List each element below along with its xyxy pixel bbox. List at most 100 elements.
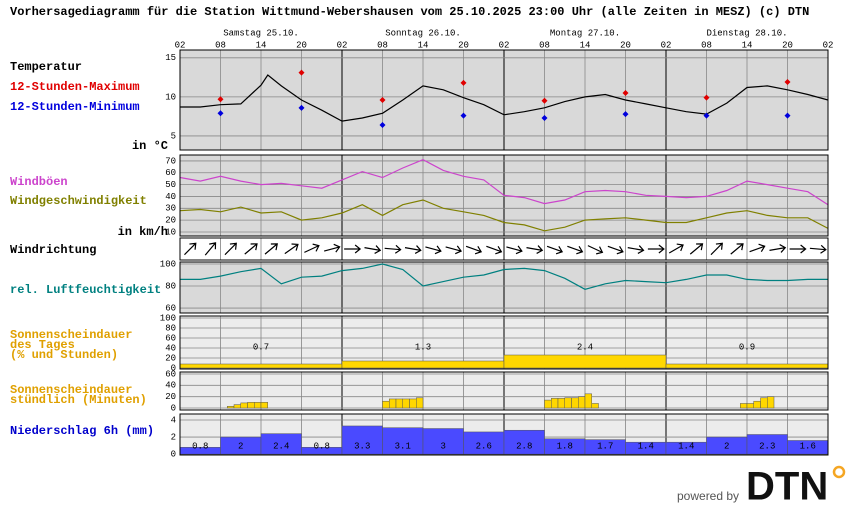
bar-label: 1.3: [415, 342, 431, 352]
bar-label: 2.8: [516, 441, 532, 451]
wind-arrow: [204, 242, 217, 256]
panel-label: des Tages: [10, 338, 75, 352]
y-tick-label: 80: [165, 323, 176, 333]
series-label: rel. Luftfeuchtigkeit: [10, 283, 161, 297]
wind-arrow: [506, 245, 523, 255]
wind-arrow: [425, 245, 442, 255]
bar: [551, 398, 559, 409]
x-tick-label: 20: [296, 40, 307, 50]
wind-arrow: [567, 245, 584, 255]
y-tick-label: 10: [165, 227, 176, 237]
bar-label: 1.8: [557, 441, 573, 451]
x-tick-label: 20: [782, 40, 793, 50]
x-tick-label: 14: [742, 40, 753, 50]
marker: [460, 112, 467, 119]
marker: [703, 112, 710, 119]
wind-arrow: [184, 242, 197, 256]
wind-arrow: [546, 245, 564, 255]
panel-border: [179, 413, 829, 456]
wind-arrow: [789, 244, 807, 254]
logo: DTN: [746, 465, 828, 509]
wind-arrow: [689, 243, 704, 255]
wind-arrow: [809, 244, 827, 254]
panel-label: stündlich (Minuten): [10, 393, 147, 407]
wind-arrow: [404, 245, 422, 254]
y-tick-label: 60: [165, 168, 176, 178]
bar-label: 0.9: [739, 342, 755, 352]
y-tick-label: 0: [171, 363, 176, 373]
panel-border: [179, 261, 829, 314]
wind-arrow: [627, 245, 645, 254]
wind-arrow: [486, 245, 503, 255]
marker: [217, 96, 224, 103]
day-label: Dienstag 28.10.: [706, 28, 787, 38]
x-tick-label: 02: [661, 40, 672, 50]
bar-label: 3.1: [395, 441, 411, 451]
x-tick-label: 20: [458, 40, 469, 50]
bar: [227, 406, 235, 409]
series-label: Temperatur: [10, 60, 82, 74]
line: [179, 159, 829, 206]
wind-arrow: [304, 243, 320, 253]
x-tick-label: 14: [256, 40, 267, 50]
bar-label: 1.4: [638, 441, 654, 451]
wind-arrow: [284, 243, 299, 255]
bar-label: 0.8: [192, 441, 208, 451]
bar: [746, 403, 754, 409]
wind-arrow: [323, 243, 341, 253]
wind-arrow: [730, 243, 744, 255]
marker: [379, 97, 386, 103]
logo-ring: [832, 465, 846, 479]
y-tick-label: 60: [165, 369, 176, 379]
bar: [240, 402, 248, 409]
bar: [382, 400, 390, 409]
y-tick-label: 40: [165, 192, 176, 202]
bar: [578, 396, 586, 409]
bar: [382, 427, 424, 455]
y-tick-label: 10: [165, 92, 176, 102]
bar: [260, 402, 268, 409]
x-tick-label: 08: [701, 40, 712, 50]
line: [179, 199, 829, 232]
panel-border: [179, 371, 829, 411]
x-tick-label: 02: [499, 40, 510, 50]
bar: [753, 400, 761, 409]
panel-label: (% und Stunden): [10, 348, 118, 362]
marker: [460, 79, 467, 86]
series-label: Windgeschwindigkeit: [10, 194, 147, 208]
bar: [409, 398, 417, 409]
marker: [541, 114, 548, 121]
x-tick-label: 02: [175, 40, 186, 50]
bar: [260, 433, 302, 455]
x-tick-label: 08: [215, 40, 226, 50]
marker: [298, 104, 305, 111]
bar-label: 2: [238, 441, 243, 451]
y-tick-label: 50: [165, 180, 176, 190]
y-axis-label: in °C: [132, 139, 168, 153]
line: [180, 263, 828, 290]
y-tick-label: 30: [165, 204, 176, 214]
bar: [402, 398, 410, 409]
bar: [503, 354, 667, 369]
bar: [584, 393, 592, 409]
y-tick-label: 70: [165, 156, 176, 166]
wind-arrow: [526, 245, 544, 254]
line: [180, 74, 829, 122]
bar: [665, 363, 829, 369]
panel-border: [179, 154, 829, 237]
bar-label: 1.7: [597, 441, 613, 451]
bar-label: 2.4: [273, 441, 289, 451]
bar-label: 2.6: [476, 441, 492, 451]
marker: [379, 122, 386, 128]
day-label: Montag 27.10.: [550, 28, 620, 38]
wind-arrow: [668, 243, 684, 254]
y-tick-label: 40: [165, 381, 176, 391]
wind-arrow: [384, 244, 402, 254]
title: Vorhersagediagramm für die Station Wittm…: [10, 5, 809, 19]
panel-label: Niederschlag 6h (mm): [10, 424, 154, 438]
bar: [179, 363, 343, 369]
wind-arrow: [769, 244, 787, 253]
y-tick-label: 20: [165, 392, 176, 402]
bar-label: 2: [724, 441, 729, 451]
bar-label: 1.6: [800, 441, 816, 451]
